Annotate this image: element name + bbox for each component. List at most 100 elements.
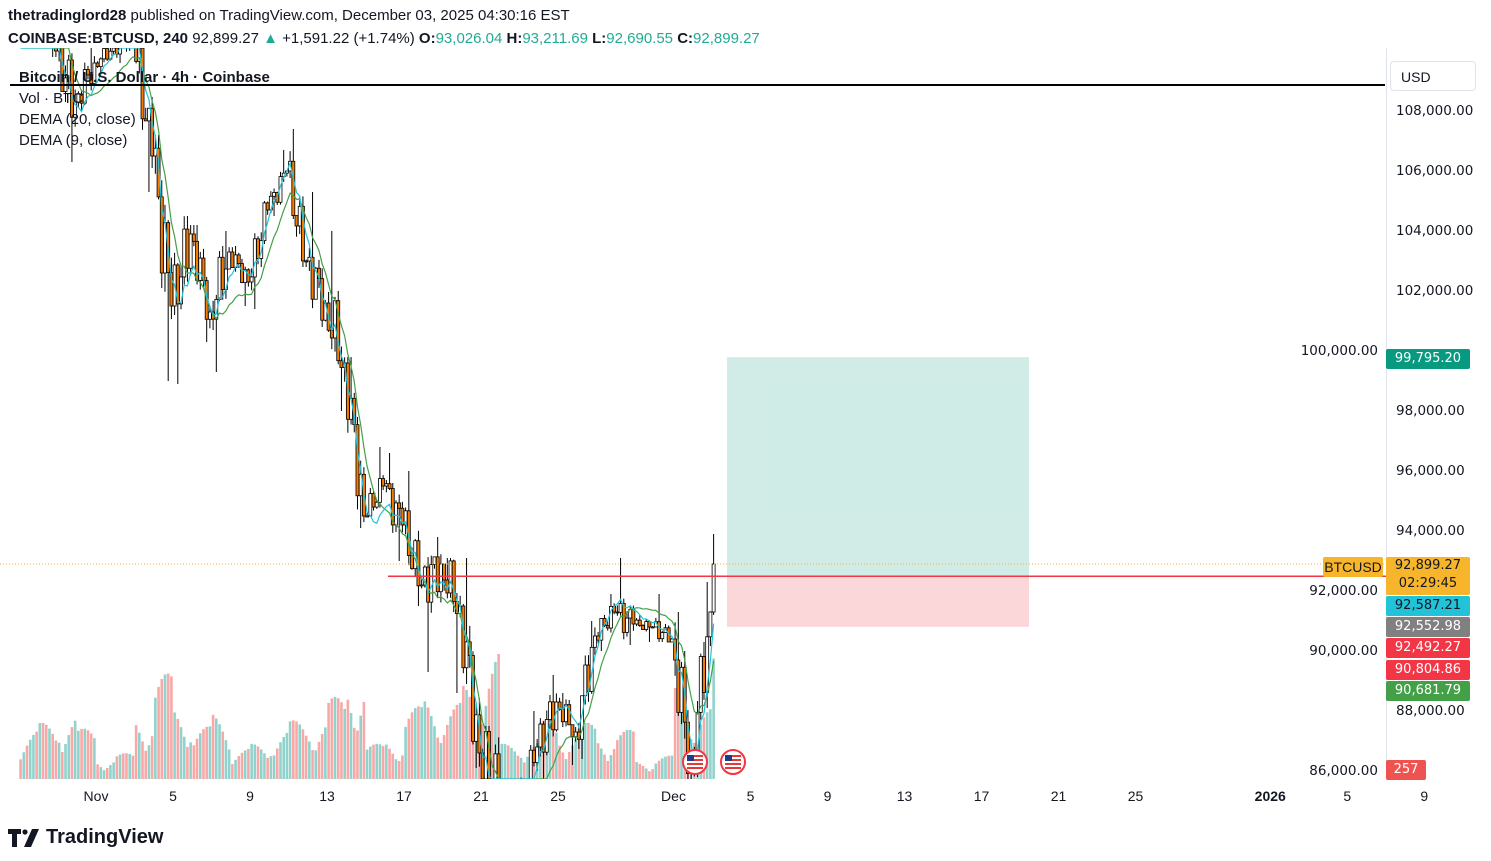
candle-body	[644, 621, 649, 630]
volume-bar	[369, 746, 372, 779]
volume-bar	[179, 727, 183, 779]
candle-body	[647, 621, 652, 628]
volume-bar	[70, 727, 74, 779]
volume-bar	[166, 673, 170, 779]
time-tick: Nov	[83, 788, 109, 804]
time-tick: 17	[396, 788, 412, 804]
candle-body	[618, 602, 623, 613]
candle-body	[442, 563, 447, 581]
volume-bar	[285, 732, 289, 779]
time-tick: 21	[473, 788, 489, 804]
candle-body	[384, 483, 389, 487]
open-value: 93,026.04	[435, 30, 503, 47]
volume-bar	[667, 755, 670, 779]
volume-bar	[311, 750, 314, 779]
author: thetradinglord28	[8, 7, 127, 24]
high-label: H:	[506, 30, 523, 47]
volume-bar	[593, 728, 597, 779]
volume-bar	[247, 748, 250, 779]
volume-bar	[551, 726, 555, 779]
candle-body	[535, 746, 540, 763]
candle-body	[471, 655, 475, 742]
dema9-line	[20, 48, 715, 779]
volume-bar	[548, 722, 552, 779]
ohlc-bar: COINBASE:BTCUSD, 240 92,899.27 ▲ +1,591.…	[8, 30, 760, 47]
plot-area	[0, 48, 1386, 779]
price-label: 90,681.79	[1386, 681, 1470, 701]
candle-body	[496, 753, 501, 779]
volume-bar	[295, 721, 298, 779]
candle-body	[708, 611, 713, 638]
legend-volume[interactable]: Vol · BTC	[19, 90, 84, 107]
legend-dema20[interactable]: DEMA (20, close)	[19, 111, 136, 128]
last-price: 92,899.27	[192, 30, 259, 47]
volume-bar	[189, 742, 192, 779]
volume-bar	[381, 745, 385, 779]
candle-body	[634, 619, 639, 625]
legend-dema9[interactable]: DEMA (9, close)	[19, 132, 128, 149]
tradingview-logo-icon	[8, 828, 39, 847]
volume-bar	[680, 702, 683, 779]
price-label-text: 90,804.86	[1394, 662, 1462, 677]
legend-title[interactable]: Bitcoin / U.S. Dollar · 4h · Coinbase	[19, 69, 270, 86]
volume-bar	[513, 751, 516, 779]
volume-bar	[227, 749, 231, 779]
volume-bar	[336, 698, 340, 779]
publish-info: thetradinglord28 published on TradingVie…	[8, 7, 570, 24]
candle-body	[73, 101, 78, 118]
price-change: +1,591.22 (+1.74%)	[282, 30, 415, 47]
volume-bar	[628, 729, 632, 779]
candle-body	[249, 276, 254, 283]
candle-body	[374, 501, 379, 508]
candle-body	[95, 62, 100, 67]
volume-bar	[237, 755, 241, 779]
volume-bar	[308, 741, 311, 779]
candle-body	[339, 360, 344, 368]
volume-bar	[263, 753, 266, 779]
volume-bar	[170, 676, 173, 779]
volume-bar	[173, 712, 176, 779]
candle-body	[438, 563, 443, 593]
candle-body	[580, 695, 584, 740]
volume-bar	[436, 737, 439, 779]
candle-body	[329, 329, 334, 339]
time-tick: 13	[319, 788, 335, 804]
volume-bar	[163, 674, 167, 779]
volume-bar	[279, 742, 282, 779]
volume-bar	[57, 742, 61, 779]
candle-body	[252, 238, 257, 278]
candle-body	[256, 238, 260, 259]
price-tick: 92,000.00	[1307, 582, 1380, 600]
candle-body	[426, 566, 430, 603]
volume-bar	[702, 717, 706, 779]
volume-bar	[657, 760, 661, 779]
volume-bar	[44, 724, 48, 779]
volume-bar	[324, 727, 327, 779]
volume-bar	[25, 745, 29, 779]
flag-stripe	[687, 759, 703, 761]
candle-body	[86, 69, 90, 76]
candle-body	[451, 560, 456, 602]
candle-body	[188, 233, 193, 269]
candle-body	[560, 709, 565, 723]
volume-bar	[503, 744, 507, 779]
volume-bar	[253, 744, 257, 779]
volume-bar	[121, 753, 125, 779]
volume-bar	[202, 729, 205, 779]
long-position-target-zone	[727, 357, 1029, 577]
candle-body	[294, 215, 299, 227]
volume-bar	[600, 748, 603, 779]
volume-bar	[670, 755, 674, 779]
candle-body	[156, 147, 161, 198]
candle-body	[528, 749, 533, 779]
volume-bar	[349, 713, 353, 779]
volume-bar	[510, 747, 513, 779]
volume-bar	[404, 726, 407, 779]
candle-body	[150, 107, 155, 157]
volume-bar	[234, 759, 237, 779]
candle-body	[583, 664, 588, 697]
us-flag-event-icon	[720, 749, 746, 775]
currency-selector[interactable]: USD	[1390, 61, 1476, 91]
volume-bar	[523, 762, 526, 779]
